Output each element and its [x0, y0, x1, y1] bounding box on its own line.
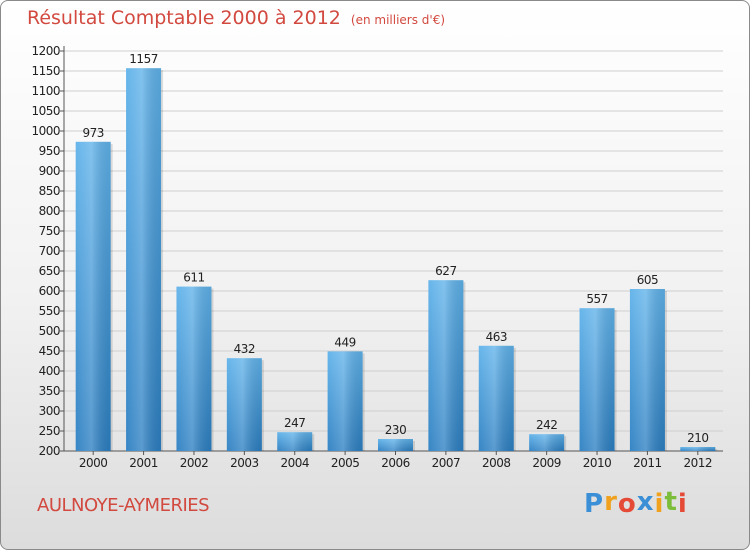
x-tick-label: 2001	[129, 456, 158, 470]
y-tick-label: 300	[39, 404, 60, 418]
x-tick-label: 2005	[331, 456, 360, 470]
x-tick-label: 2009	[532, 456, 561, 470]
y-tick-label: 850	[39, 184, 60, 198]
y-tick-label: 400	[39, 364, 60, 378]
data-label: 230	[385, 423, 406, 437]
y-tick-label: 700	[39, 244, 60, 258]
y-tick-label: 550	[39, 304, 60, 318]
bar-highlight	[75, 141, 111, 452]
bar-highlight	[428, 280, 464, 451]
logo-letter: P	[584, 489, 605, 519]
y-tick-label: 800	[39, 204, 60, 218]
y-tick-label: 950	[39, 144, 60, 158]
bar-highlight	[176, 286, 212, 451]
bar-highlight	[126, 68, 162, 451]
data-label: 242	[536, 418, 557, 432]
data-label: 463	[486, 330, 507, 344]
y-tick-label: 1150	[31, 64, 60, 78]
bar-highlight	[226, 358, 262, 451]
y-tick-label: 650	[39, 264, 60, 278]
y-tick-label: 1100	[31, 84, 60, 98]
y-tick-label: 250	[39, 424, 60, 438]
bar-highlight	[478, 345, 514, 451]
logo-letter: r	[604, 487, 618, 517]
y-tick-label: 1200	[31, 44, 60, 58]
data-label: 1157	[129, 52, 158, 66]
y-tick-label: 200	[39, 444, 60, 458]
logo-letter: i	[677, 489, 688, 519]
bar-highlight	[277, 432, 313, 451]
x-tick-label: 2008	[482, 456, 511, 470]
data-label: 973	[82, 126, 103, 140]
data-label: 627	[435, 264, 456, 278]
data-label: 611	[183, 271, 204, 285]
logo-letter: t	[664, 487, 678, 517]
y-tick-label: 1050	[31, 104, 60, 118]
chart-title: Résultat Comptable 2000 à 2012 (en millie…	[27, 7, 445, 29]
chart-title-text: Résultat Comptable 2000 à 2012	[27, 7, 341, 29]
y-tick-label: 600	[39, 284, 60, 298]
data-label: 605	[637, 273, 658, 287]
data-label: 247	[284, 416, 305, 430]
y-tick-label: 500	[39, 324, 60, 338]
x-tick-label: 2000	[79, 456, 108, 470]
x-tick-label: 2012	[684, 456, 713, 470]
bar-highlight	[529, 434, 565, 451]
x-tick-label: 2006	[381, 456, 410, 470]
data-label: 210	[687, 431, 708, 445]
chart-unit: (en milliers d'€)	[350, 13, 446, 27]
x-tick-label: 2007	[432, 456, 461, 470]
city-name: AULNOYE-AYMERIES	[37, 495, 210, 516]
bar-highlight	[629, 289, 665, 451]
data-label: 557	[586, 292, 607, 306]
bar-highlight	[579, 308, 615, 451]
y-tick-label: 1000	[31, 124, 60, 138]
data-label: 449	[334, 335, 355, 349]
y-tick-label: 450	[39, 344, 60, 358]
bar-highlight	[680, 447, 716, 451]
y-tick-label: 350	[39, 384, 60, 398]
x-tick-label: 2011	[633, 456, 662, 470]
data-label: 432	[234, 342, 255, 356]
y-tick-label: 900	[39, 164, 60, 178]
logo-letter: x	[636, 487, 655, 517]
logo-letter: o	[617, 489, 637, 519]
x-tick-label: 2004	[280, 456, 309, 470]
bar-highlight	[378, 439, 413, 451]
x-tick-label: 2010	[583, 456, 612, 470]
bar-highlight	[327, 351, 363, 451]
x-tick-label: 2002	[180, 456, 209, 470]
logo-letter: i	[654, 489, 665, 519]
x-tick-label: 2003	[230, 456, 259, 470]
proxiti-logo: Proxiti	[584, 487, 688, 519]
y-tick-label: 750	[39, 224, 60, 238]
